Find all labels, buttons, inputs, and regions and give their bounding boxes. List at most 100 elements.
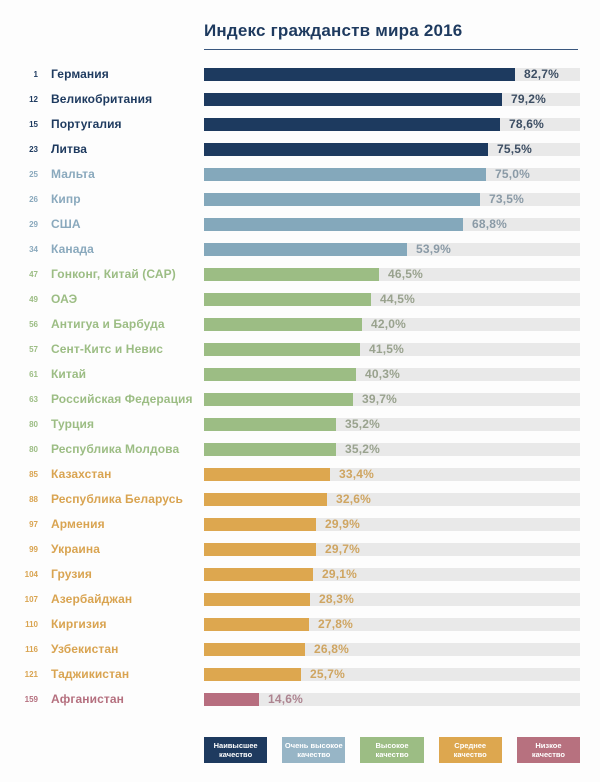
title-underline <box>204 49 578 50</box>
rank-label: 26 <box>29 195 38 204</box>
bar-track <box>204 368 580 381</box>
rank-label: 56 <box>29 320 38 329</box>
rank-label: 23 <box>29 145 38 154</box>
country-label: Таджикистан <box>51 667 130 681</box>
bar-track <box>204 418 580 431</box>
bar-track <box>204 268 580 281</box>
country-label: Киргизия <box>51 617 107 631</box>
rank-label: 80 <box>29 420 38 429</box>
country-label: Грузия <box>51 567 92 581</box>
bar-rows: 1 Германия 82,7% 12 Великобритания 79,2%… <box>0 62 600 712</box>
country-label: Афганистан <box>51 692 124 706</box>
value-label: 33,4% <box>339 467 375 481</box>
table-row: 34 Канада 53,9% <box>0 237 600 262</box>
rank-label: 97 <box>29 520 38 529</box>
table-row: 29 США 68,8% <box>0 212 600 237</box>
rank-label: 85 <box>29 470 38 479</box>
legend-label-line1: Низкое <box>535 741 562 750</box>
bar-track <box>204 118 580 131</box>
legend-label-line1: Очень высокое <box>284 741 343 750</box>
legend-item: Очень высокое качество <box>282 737 346 763</box>
bar-track <box>204 168 580 181</box>
country-label: ОАЭ <box>51 292 78 306</box>
value-bar <box>204 493 327 506</box>
table-row: 121 Таджикистан 25,7% <box>0 662 600 687</box>
legend-label-line2: качество <box>375 750 409 759</box>
value-bar <box>204 693 259 706</box>
rank-label: 34 <box>29 245 38 254</box>
country-label: Узбекистан <box>51 642 119 656</box>
table-row: 107 Азербайджан 28,3% <box>0 587 600 612</box>
value-bar <box>204 543 316 556</box>
value-bar <box>204 593 310 606</box>
rank-label: 121 <box>24 670 38 679</box>
value-bar <box>204 143 488 156</box>
value-bar <box>204 343 360 356</box>
rank-label: 159 <box>24 695 38 704</box>
table-row: 159 Афганистан 14,6% <box>0 687 600 712</box>
value-label: 29,7% <box>325 542 361 556</box>
rank-label: 110 <box>25 620 38 629</box>
table-row: 63 Российская Федерация 39,7% <box>0 387 600 412</box>
country-label: Сент-Китс и Невис <box>51 342 164 356</box>
bar-track <box>204 393 580 406</box>
country-label: США <box>51 217 81 231</box>
value-label: 14,6% <box>268 692 304 706</box>
value-bar <box>204 518 316 531</box>
country-label: Республика Беларусь <box>51 492 184 506</box>
value-bar <box>204 118 500 131</box>
country-label: Азербайджан <box>51 592 133 606</box>
value-bar <box>204 193 480 206</box>
value-label: 46,5% <box>388 267 424 281</box>
rank-label: 107 <box>24 595 38 604</box>
value-label: 39,7% <box>362 392 398 406</box>
value-label: 68,8% <box>472 217 508 231</box>
rank-label: 12 <box>29 95 38 104</box>
country-label: Португалия <box>51 117 122 131</box>
bar-track <box>204 493 580 506</box>
table-row: 110 Киргизия 27,8% <box>0 612 600 637</box>
bar-track <box>204 218 580 231</box>
country-label: Мальта <box>51 167 95 181</box>
country-label: Российская Федерация <box>51 392 193 406</box>
rank-label: 99 <box>29 545 38 554</box>
bar-track <box>204 543 580 556</box>
bar-track <box>204 343 580 356</box>
table-row: 26 Кипр 73,5% <box>0 187 600 212</box>
legend-item: Высокое качество <box>360 737 424 763</box>
legend-label-line2: качество <box>297 750 331 759</box>
legend-label-line1: Среднее <box>454 741 487 750</box>
legend-item: Наивысшее качество <box>204 737 268 763</box>
bar-track <box>204 668 580 681</box>
value-label: 28,3% <box>319 592 355 606</box>
bar-track <box>204 293 580 306</box>
table-row: 12 Великобритания 79,2% <box>0 87 600 112</box>
value-bar <box>204 618 309 631</box>
country-label: Германия <box>51 67 109 81</box>
bar-track <box>204 443 580 456</box>
country-label: Канада <box>51 242 94 256</box>
rank-label: 1 <box>33 70 38 79</box>
rank-label: 15 <box>29 120 38 129</box>
table-row: 23 Литва 75,5% <box>0 137 600 162</box>
bar-track <box>204 93 580 106</box>
value-label: 82,7% <box>524 67 560 81</box>
value-bar <box>204 418 336 431</box>
legend-item: Среднее качество <box>438 737 502 763</box>
table-row: 99 Украина 29,7% <box>0 537 600 562</box>
table-row: 57 Сент-Китс и Невис 41,5% <box>0 337 600 362</box>
value-label: 40,3% <box>365 367 401 381</box>
value-bar <box>204 93 502 106</box>
table-row: 47 Гонконг, Китай (САР) 46,5% <box>0 262 600 287</box>
value-bar <box>204 268 379 281</box>
value-label: 41,5% <box>369 342 405 356</box>
value-bar <box>204 243 407 256</box>
bar-track <box>204 643 580 656</box>
legend: Наивысшее качество Очень высокое качеств… <box>204 737 581 763</box>
value-label: 75,5% <box>497 142 533 156</box>
legend-label-line2: качество <box>453 750 487 759</box>
rank-label: 25 <box>29 170 38 179</box>
table-row: 1 Германия 82,7% <box>0 62 600 87</box>
country-label: Республика Молдова <box>51 442 180 456</box>
value-bar <box>204 293 371 306</box>
